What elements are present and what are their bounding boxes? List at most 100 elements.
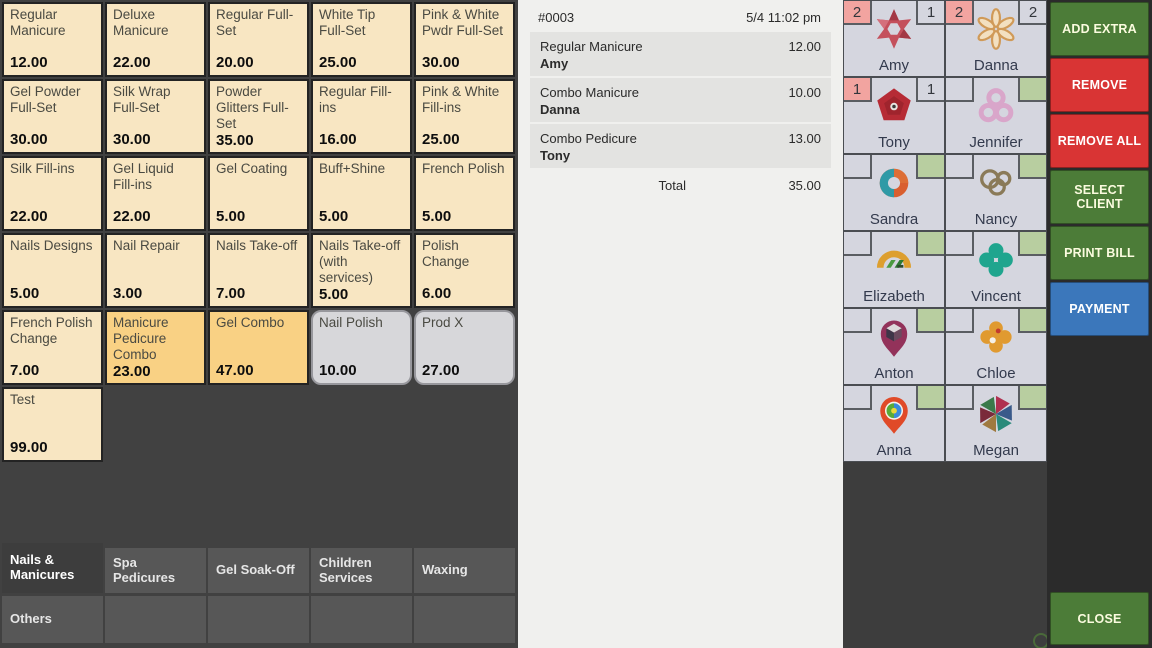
tab-nails-manicures[interactable]: Nails & Manicures [2,543,103,593]
tab-empty-slot [311,596,412,643]
staff-name: Amy [879,57,909,74]
receipt-item-regular-manicure[interactable]: Regular Manicure 12.00 Amy [530,32,831,76]
trefoil-knot-icon [974,84,1018,128]
service-name: Silk Fill-ins [10,161,75,176]
status-badge [1018,386,1046,410]
staff-card-danna[interactable]: 2 2 Danna [945,0,1047,77]
service-button-regular-fill-ins[interactable]: Regular Fill-ins 16.00 [311,79,412,154]
service-button-nail-repair[interactable]: Nail Repair 3.00 [105,233,206,308]
payment-button[interactable]: PAYMENT [1050,282,1149,336]
service-price: 25.00 [422,131,460,148]
remove-button[interactable]: REMOVE [1050,58,1149,112]
service-price: 5.00 [319,285,349,303]
service-price: 99.00 [10,439,48,456]
remove-all-button[interactable]: REMOVE ALL [1050,114,1149,168]
category-tabs: Nails & Manicures Spa Pedicures Gel Soak-O… [2,543,515,643]
service-price: 47.00 [216,362,254,379]
tab-others[interactable]: Others [2,596,103,643]
staff-card-elizabeth[interactable]: Elizabeth [843,231,945,308]
turn-count-badge [844,309,872,333]
service-button-nails-take-off[interactable]: Nails Take-off 7.00 [208,233,309,308]
service-name: Gel Powder Full-Set [10,84,81,115]
print-bill-button[interactable]: PRINT BILL [1050,226,1149,280]
service-button-prod-x[interactable]: Prod X 27.00 [414,310,515,385]
staff-card-jennifer[interactable]: Jennifer [945,77,1047,154]
service-name: Gel Coating [216,161,288,176]
hex-pinwheel-icon [974,392,1018,436]
turn-count-badge: 2 [946,1,974,25]
tab-waxing[interactable]: Waxing [414,548,515,593]
staff-card-vincent[interactable]: Vincent [945,231,1047,308]
turn-count-badge [844,232,872,256]
service-button-pink-white-pwdr-full-set[interactable]: Pink & White Pwdr Full-Set 30.00 [414,2,515,77]
service-button-gel-powder-full-set[interactable]: Gel Powder Full-Set 30.00 [2,79,103,154]
tab-spa-pedicures[interactable]: Spa Pedicures [105,548,206,593]
staff-name: Chloe [976,365,1016,382]
status-badge [1018,232,1046,256]
add-extra-button[interactable]: ADD EXTRA [1050,2,1149,56]
receipt-item-combo-manicure[interactable]: Combo Manicure 10.00 Danna [530,78,831,122]
service-button-polish-change[interactable]: Polish Change 6.00 [414,233,515,308]
service-name: Deluxe Manicure [113,7,169,38]
service-button-nails-take-off-with-services[interactable]: Nails Take-off (with services) 5.00 [311,233,412,308]
service-button-deluxe-manicure[interactable]: Deluxe Manicure 22.00 [105,2,206,77]
service-button-regular-manicure[interactable]: Regular Manicure 12.00 [2,2,103,77]
service-button-manicure-pedicure-combo[interactable]: Manicure Pedicure Combo 23.00 [105,310,206,385]
turn-count-badge: 2 [844,1,872,25]
pin-cube-icon [872,315,916,359]
status-badge: 2 [1018,1,1046,25]
status-badge [1018,155,1046,179]
service-button-test[interactable]: Test 99.00 [2,387,103,462]
total-label: Total [658,178,687,193]
staff-name: Jennifer [969,134,1023,151]
service-button-buff-shine[interactable]: Buff+Shine 5.00 [311,156,412,231]
service-name: Regular Manicure [10,7,66,38]
select-client-button[interactable]: SELECT CLIENT [1050,170,1149,224]
dot-blossom-icon [974,315,1018,359]
staff-name: Tony [878,134,910,151]
service-button-powder-glitters-full-set[interactable]: Powder Glitters Full-Set 35.00 [208,79,309,154]
service-price: 22.00 [113,208,151,225]
service-button-nails-designs[interactable]: Nails Designs 5.00 [2,233,103,308]
tab-children-services[interactable]: Children Services [311,548,412,593]
service-button-white-tip-full-set[interactable]: White Tip Full-Set 25.00 [311,2,412,77]
service-price: 35.00 [216,131,254,149]
status-badge [916,155,944,179]
item-service: Combo Pedicure [540,131,637,146]
close-button[interactable]: CLOSE [1050,592,1149,645]
receipt-item-combo-pedicure[interactable]: Combo Pedicure 13.00 Tony [530,124,831,168]
item-price: 10.00 [788,85,821,100]
staff-card-sandra[interactable]: Sandra [843,154,945,231]
service-button-silk-wrap-full-set[interactable]: Silk Wrap Full-Set 30.00 [105,79,206,154]
service-button-french-polish[interactable]: French Polish 5.00 [414,156,515,231]
staff-card-anna[interactable]: Anna [843,385,945,462]
staff-card-anton[interactable]: Anton [843,308,945,385]
tab-gel-soak-off[interactable]: Gel Soak-Off [208,548,309,593]
service-button-nail-polish[interactable]: Nail Polish 10.00 [311,310,412,385]
staff-card-nancy[interactable]: Nancy [945,154,1047,231]
status-badge [916,309,944,333]
staff-card-megan[interactable]: Megan [945,385,1047,462]
tab-label: Others [10,611,52,627]
service-name: Gel Liquid Fill-ins [113,161,174,192]
tab-empty-slot [105,596,206,643]
pin-rainbow-icon [872,392,916,436]
service-button-silk-fill-ins[interactable]: Silk Fill-ins 22.00 [2,156,103,231]
service-price: 25.00 [319,54,357,71]
service-button-gel-combo[interactable]: Gel Combo 47.00 [208,310,309,385]
service-button-french-polish-change[interactable]: French Polish Change 7.00 [2,310,103,385]
staff-name: Vincent [971,288,1021,305]
item-service: Combo Manicure [540,85,639,100]
tab-label: Nails & Manicures [10,552,75,582]
tab-empty-slot [414,596,515,643]
staff-card-chloe[interactable]: Chloe [945,308,1047,385]
staff-card-amy[interactable]: 2 1 Amy [843,0,945,77]
service-button-regular-full-set[interactable]: Regular Full-Set 20.00 [208,2,309,77]
service-price: 5.00 [216,208,246,225]
service-button-gel-liquid-fill-ins[interactable]: Gel Liquid Fill-ins 22.00 [105,156,206,231]
staff-card-tony[interactable]: 1 1 Tony [843,77,945,154]
service-button-pink-white-fill-ins[interactable]: Pink & White Fill-ins 25.00 [414,79,515,154]
tab-label: Children Services [319,554,373,585]
service-button-gel-coating[interactable]: Gel Coating 5.00 [208,156,309,231]
